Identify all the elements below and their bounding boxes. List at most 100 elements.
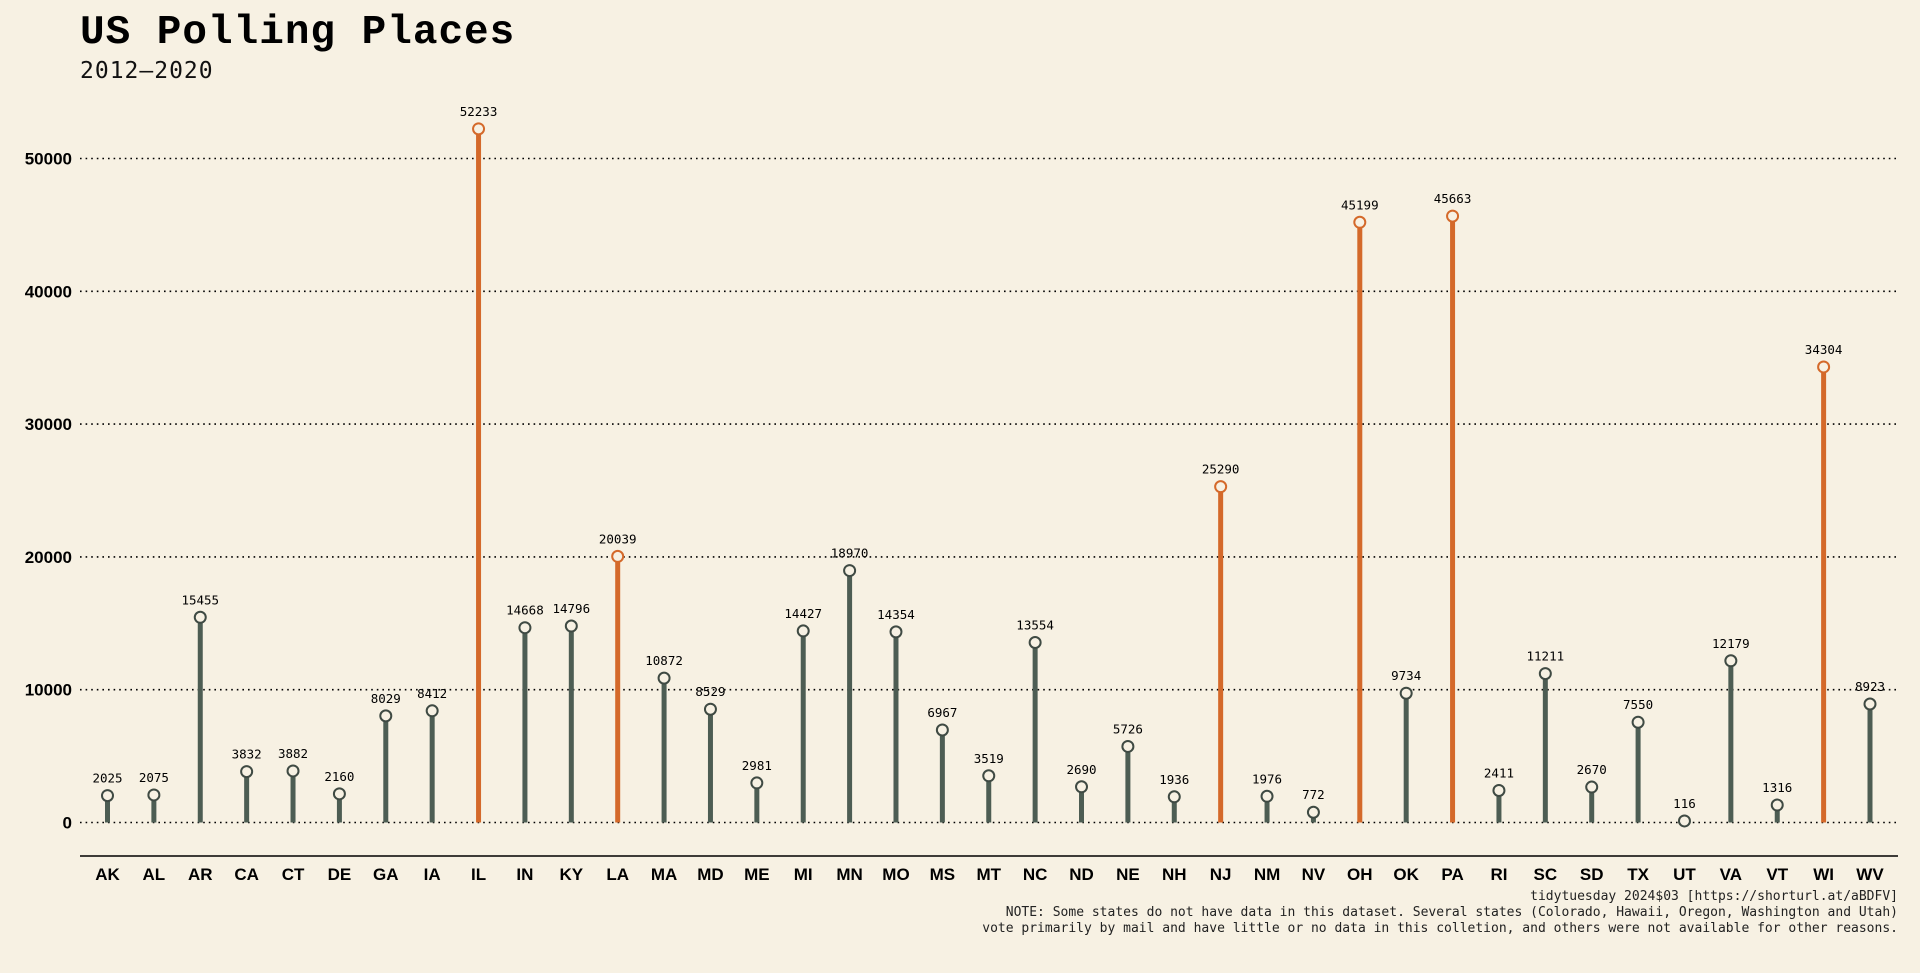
x-tick-label: NJ: [1210, 865, 1232, 884]
lollipop-marker: [1121, 739, 1135, 753]
data-value-label: 20039: [599, 531, 637, 546]
data-value-label: 2670: [1577, 762, 1607, 777]
x-tick-label: AK: [95, 865, 120, 884]
lollipop-marker: [1028, 636, 1042, 650]
x-tick-label: VT: [1766, 865, 1788, 884]
x-tick-label: SD: [1580, 865, 1604, 884]
x-tick-label: RI: [1490, 865, 1507, 884]
lollipop-marker: [1863, 697, 1877, 711]
lollipop-marker: [1538, 667, 1552, 681]
lollipop-marker: [611, 549, 625, 563]
data-value-label: 2025: [92, 771, 122, 786]
y-tick-label: 10000: [25, 681, 72, 700]
data-value-label: 2160: [324, 769, 354, 784]
data-value-label: 2075: [139, 770, 169, 785]
source-caption: tidytuesday 2024$03 [https://shorturl.at…: [1530, 889, 1898, 904]
data-value-label: 8029: [371, 691, 401, 706]
lollipop-marker: [1677, 814, 1691, 828]
x-tick-label: NM: [1254, 865, 1280, 884]
lollipop-marker: [1770, 798, 1784, 812]
data-value-label: 52233: [460, 104, 498, 119]
lollipop-marker: [147, 788, 161, 802]
lollipop-marker: [518, 621, 532, 635]
x-tick-label: OH: [1347, 865, 1373, 884]
x-tick-label: WI: [1813, 865, 1834, 884]
x-tick-label: NH: [1162, 865, 1187, 884]
lollipop-marker: [1353, 215, 1367, 229]
note-caption-line-1: NOTE: Some states do not have data in th…: [1005, 905, 1898, 920]
data-value-label: 14796: [552, 601, 590, 616]
lollipop-marker: [1446, 209, 1460, 223]
x-tick-label: MA: [651, 865, 677, 884]
data-value-label: 3519: [974, 751, 1004, 766]
y-tick-label: 30000: [25, 415, 72, 434]
x-tick-label: KY: [560, 865, 584, 884]
lollipop-marker: [332, 787, 346, 801]
x-tick-label: VA: [1720, 865, 1742, 884]
data-value-label: 5726: [1113, 721, 1143, 736]
data-value-label: 1976: [1252, 771, 1282, 786]
data-value-label: 13554: [1016, 618, 1054, 633]
x-tick-label: MS: [930, 865, 956, 884]
lollipop-marker: [286, 764, 300, 778]
data-value-label: 14668: [506, 603, 544, 618]
x-tick-label: ND: [1069, 865, 1094, 884]
x-tick-label: IA: [424, 865, 441, 884]
chart-subtitle: 2012–2020: [80, 58, 214, 84]
lollipop-marker: [240, 765, 254, 779]
data-value-label: 45663: [1434, 191, 1472, 206]
x-tick-label: NE: [1116, 865, 1140, 884]
x-tick-label: OK: [1393, 865, 1419, 884]
data-value-label: 2690: [1066, 762, 1096, 777]
lollipop-marker: [564, 619, 578, 633]
y-tick-label: 40000: [25, 282, 72, 301]
lollipop-marker: [889, 625, 903, 639]
lollipop-marker: [982, 769, 996, 783]
lollipop-marker: [193, 610, 207, 624]
data-value-label: 9734: [1391, 668, 1421, 683]
lollipop-marker: [379, 709, 393, 723]
x-tick-label: MN: [836, 865, 862, 884]
lollipop-marker: [1167, 790, 1181, 804]
lollipop-marker: [101, 789, 114, 803]
data-value-label: 14354: [877, 607, 915, 622]
lollipop-marker: [750, 776, 764, 790]
x-tick-label: NV: [1302, 865, 1326, 884]
data-value-label: 8923: [1855, 679, 1885, 694]
x-tick-label: CT: [282, 865, 305, 884]
x-tick-label: GA: [373, 865, 399, 884]
x-tick-label: WV: [1856, 865, 1884, 884]
x-tick-label: MO: [882, 865, 909, 884]
data-value-label: 8529: [695, 684, 725, 699]
x-tick-label: AR: [188, 865, 213, 884]
x-tick-label: SC: [1534, 865, 1558, 884]
data-value-label: 7550: [1623, 697, 1653, 712]
lollipop-marker: [1399, 686, 1413, 700]
lollipop-marker: [1585, 780, 1599, 794]
x-tick-label: IN: [516, 865, 533, 884]
data-value-label: 6967: [927, 705, 957, 720]
lollipop-marker: [1214, 480, 1228, 494]
lollipop-marker: [472, 122, 486, 136]
data-value-label: 116: [1673, 796, 1696, 811]
x-tick-label: TX: [1627, 865, 1649, 884]
lollipop-marker: [843, 564, 857, 578]
x-tick-label: ME: [744, 865, 770, 884]
data-value-label: 14427: [784, 606, 822, 621]
x-tick-label: IL: [471, 865, 486, 884]
data-value-label: 15455: [181, 592, 219, 607]
x-tick-label: AL: [143, 865, 166, 884]
data-value-label: 18970: [831, 546, 869, 561]
x-tick-label: UT: [1673, 865, 1696, 884]
lollipop-marker: [935, 723, 949, 737]
lollipop-marker: [1817, 360, 1831, 374]
lollipop-marker: [1075, 780, 1089, 794]
data-value-label: 2981: [742, 758, 772, 773]
data-value-label: 1936: [1159, 772, 1189, 787]
data-value-label: 11211: [1527, 649, 1565, 664]
data-value-label: 10872: [645, 653, 683, 668]
x-tick-label: LA: [606, 865, 629, 884]
data-value-label: 34304: [1805, 342, 1843, 357]
x-tick-label: MD: [697, 865, 723, 884]
